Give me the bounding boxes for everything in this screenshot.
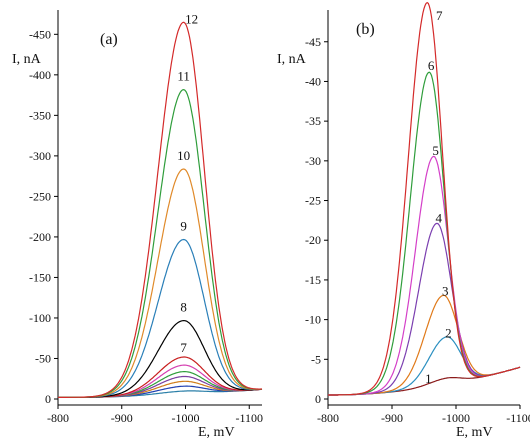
panel-b-y-tick-label: -30 <box>305 154 321 168</box>
panel-b-y-tick-label: -40 <box>305 74 321 88</box>
panel-a-y-tick-label: -50 <box>35 351 51 365</box>
panel-a-y-ticks: 0 -50 -100 -150 -200 -250 -300 -350 -400 -450 <box>29 27 58 406</box>
panel-b: I, nA E, mV (b) 0 -5 -10 -15 -20 -25 -30 -35 -40… <box>277 1 530 440</box>
panel-a-y-tick-label: -300 <box>29 149 51 163</box>
series-3-line <box>328 294 521 396</box>
panel-a-y-axis-title: I, nA <box>12 52 42 67</box>
panel-a-x-axis-title: E, mV <box>198 425 235 440</box>
panel-b-x-tick-label: -800 <box>317 411 339 425</box>
series-9-line <box>58 238 262 398</box>
panel-a-x-ticks: -800 -900 -1000 -1100 <box>47 405 263 425</box>
panel-b-y-tick-label: -20 <box>305 233 321 247</box>
panel-b-y-ticks: 0 -5 -10 -15 -20 -25 -30 -35 -40 -45 <box>305 35 328 406</box>
panel-a-label: (a) <box>100 31 118 48</box>
curve-label-8: 8 <box>180 300 187 315</box>
series-7-line <box>328 1 521 396</box>
curve-label-11: 11 <box>177 69 190 84</box>
curve-label-12: 12 <box>185 11 198 26</box>
curve-label-9: 9 <box>180 219 187 234</box>
panel-b-y-tick-label: -5 <box>311 352 321 366</box>
panel-b-x-tick-label: -1100 <box>506 411 530 425</box>
curve-label-10: 10 <box>177 148 190 163</box>
curve-label-7: 7 <box>180 340 187 355</box>
curve-label-3: 3 <box>442 283 449 298</box>
curve-label-4: 4 <box>436 210 443 225</box>
curve-label-6: 6 <box>428 58 435 73</box>
panel-b-y-tick-label: -45 <box>305 35 321 49</box>
series-1-line <box>328 366 521 396</box>
panel-a-x-tick-label: -1000 <box>172 411 200 425</box>
series-8-line <box>58 319 263 398</box>
panel-b-curves <box>328 1 521 396</box>
series-12-line <box>58 21 262 398</box>
panel-a-x-tick-label: -1100 <box>235 411 263 425</box>
curve-label-2: 2 <box>445 325 452 340</box>
panel-a-x-tick-label: -800 <box>47 411 69 425</box>
curve-label-1: 1 <box>425 371 432 386</box>
panel-b-y-tick-label: -35 <box>305 114 321 128</box>
series-5-line <box>328 155 521 396</box>
series-2-line <box>328 336 521 396</box>
panel-b-label: (b) <box>356 21 375 38</box>
curve-label-7: 7 <box>436 8 443 23</box>
panel-b-curve-labels: 1 2 3 4 5 6 7 <box>425 8 452 386</box>
panel-a-curves <box>58 21 263 398</box>
panel-b-y-tick-label: -25 <box>305 194 321 208</box>
panel-a-y-tick-label: 0 <box>45 392 51 406</box>
panel-b-y-tick-label: 0 <box>315 392 321 406</box>
panel-b-x-tick-label: -900 <box>381 411 403 425</box>
panel-a-y-tick-label: -150 <box>29 270 51 284</box>
panel-a-y-tick-label: -200 <box>29 230 51 244</box>
panel-b-y-axis-title: I, nA <box>277 52 307 67</box>
panel-a-y-tick-label: -100 <box>29 311 51 325</box>
panel-b-x-axis-title: E, mV <box>456 425 493 440</box>
series-10-line <box>58 168 263 398</box>
panel-a-y-tick-label: -250 <box>29 189 51 203</box>
series-6-line <box>328 71 521 396</box>
panel-b-y-tick-label: -10 <box>305 313 321 327</box>
panel-a-y-tick-label: -400 <box>29 68 51 82</box>
panel-b-y-tick-label: -15 <box>305 273 321 287</box>
panel-a-x-tick-label: -900 <box>111 411 133 425</box>
panel-a-y-tick-label: -450 <box>29 27 51 41</box>
series-11-line <box>58 88 262 398</box>
panel-b-x-tick-label: -1000 <box>442 411 470 425</box>
panel-b-x-ticks: -800 -900 -1000 -1100 <box>317 405 530 425</box>
panel-a: I, nA E, mV (a) 0 -50 -100 -150 -200 -250 -300… <box>12 10 263 440</box>
panel-a-curve-labels: 7 8 9 10 11 12 <box>177 11 198 355</box>
panel-a-y-tick-label: -350 <box>29 108 51 122</box>
series-4-line <box>328 222 521 396</box>
curve-label-5: 5 <box>432 143 439 158</box>
